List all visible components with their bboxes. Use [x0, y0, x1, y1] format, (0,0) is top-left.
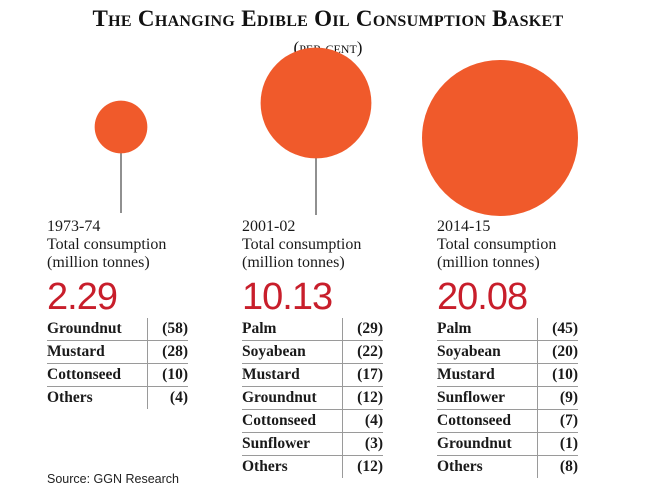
- total-value: 10.13: [242, 276, 333, 318]
- oil-share: (9): [537, 386, 578, 410]
- table-row: Others (4): [47, 386, 188, 409]
- period-year: 1973-74: [47, 218, 101, 235]
- oil-name: Palm: [242, 318, 343, 341]
- oil-share: (20): [537, 340, 578, 364]
- oil-name: Groundnut: [437, 432, 538, 456]
- period-year: 2001-02: [242, 218, 296, 235]
- period-column-2014-15: 2014-15 Total consumption (million tonnes)…: [437, 218, 578, 478]
- total-label-line2: (million tonnes): [437, 254, 540, 271]
- table-row: Cottonseed (4): [242, 409, 383, 433]
- table-row: Groundnut (1): [437, 432, 578, 456]
- oil-share: (4): [342, 409, 383, 433]
- oil-name: Mustard: [47, 340, 148, 364]
- table-row: Mustard (17): [242, 363, 383, 387]
- total-value: 20.08: [437, 276, 528, 318]
- bubble-2001-02: [260, 47, 372, 159]
- table-row: Palm (45): [437, 318, 578, 341]
- table-row: Sunflower (9): [437, 386, 578, 410]
- oil-share: (29): [342, 318, 383, 341]
- oil-share: (22): [342, 340, 383, 364]
- chart-title: The Changing Edible Oil Consumption Bask…: [92, 6, 564, 31]
- oil-name: Others: [437, 458, 483, 475]
- table-row: Cottonseed (7): [437, 409, 578, 433]
- oil-share: (28): [147, 340, 188, 364]
- total-label-line2: (million tonnes): [47, 254, 150, 271]
- oil-name: Groundnut: [242, 386, 343, 410]
- oil-share: (4): [147, 386, 188, 409]
- table-row: Others (12): [242, 455, 383, 478]
- oil-name: Palm: [437, 318, 538, 341]
- oil-share: (8): [537, 455, 578, 478]
- oil-share: (7): [537, 409, 578, 433]
- source-note: Source: GGN Research: [47, 472, 179, 486]
- oil-share: (12): [342, 386, 383, 410]
- oil-name: Mustard: [437, 363, 538, 387]
- table-row: Groundnut (12): [242, 386, 383, 410]
- oil-share: (3): [342, 432, 383, 456]
- oil-share: (10): [537, 363, 578, 387]
- oil-name: Cottonseed: [47, 363, 148, 387]
- oil-share: (17): [342, 363, 383, 387]
- total-label-line1: Total consumption: [437, 236, 557, 253]
- oil-name: Soyabean: [437, 340, 538, 364]
- period-column-1973-74: 1973-74 Total consumption (million tonnes)…: [47, 218, 188, 409]
- total-value: 2.29: [47, 276, 118, 318]
- share-table: Palm (29) Soyabean (22) Mustard (17) Groundnut…: [242, 318, 383, 478]
- oil-name: Cottonseed: [437, 409, 538, 433]
- oil-share: (10): [147, 363, 188, 387]
- period-column-2001-02: 2001-02 Total consumption (million tonnes)…: [242, 218, 383, 478]
- table-row: Mustard (28): [47, 340, 188, 364]
- oil-name: Sunflower: [437, 386, 538, 410]
- share-table: Groundnut (58) Mustard (28) Cottonseed (10) Ot…: [47, 318, 188, 409]
- oil-share: (45): [537, 318, 578, 341]
- share-table: Palm (45) Soyabean (20) Mustard (10) Sunflower…: [437, 318, 578, 478]
- oil-name: Others: [47, 389, 93, 406]
- oil-name: Cottonseed: [242, 409, 343, 433]
- table-row: Soyabean (22): [242, 340, 383, 364]
- table-row: Sunflower (3): [242, 432, 383, 456]
- table-row: Others (8): [437, 455, 578, 478]
- oil-name: Others: [242, 458, 288, 475]
- bubble-1973-74: [94, 100, 148, 154]
- oil-share: (1): [537, 432, 578, 456]
- period-year: 2014-15: [437, 218, 491, 235]
- total-label-line2: (million tonnes): [242, 254, 345, 271]
- oil-name: Mustard: [242, 363, 343, 387]
- table-row: Soyabean (20): [437, 340, 578, 364]
- table-row: Groundnut (58): [47, 318, 188, 341]
- oil-share: (12): [342, 455, 383, 478]
- bubble-2014-15: [422, 60, 578, 216]
- total-label-line1: Total consumption: [242, 236, 362, 253]
- table-row: Cottonseed (10): [47, 363, 188, 387]
- table-row: Mustard (10): [437, 363, 578, 387]
- oil-name: Groundnut: [47, 318, 148, 341]
- oil-name: Soyabean: [242, 340, 343, 364]
- oil-name: Sunflower: [242, 432, 343, 456]
- table-row: Palm (29): [242, 318, 383, 341]
- total-label-line1: Total consumption: [47, 236, 167, 253]
- oil-share: (58): [147, 318, 188, 341]
